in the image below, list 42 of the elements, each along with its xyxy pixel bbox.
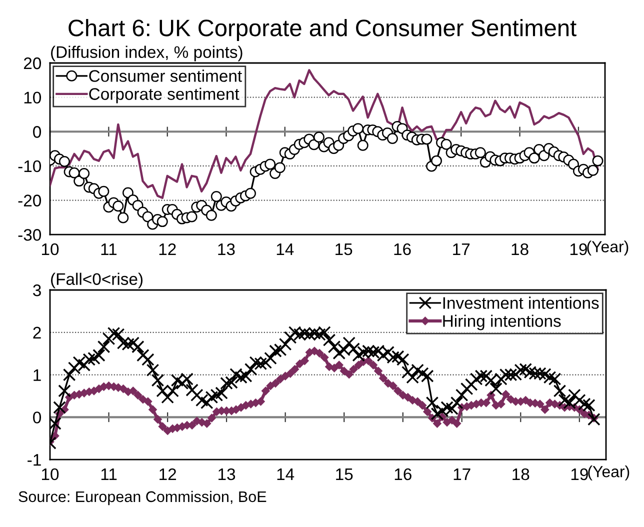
y-tick-label: 20	[24, 57, 42, 70]
legend-label: Consumer sentiment	[89, 70, 242, 82]
y-tick-label: 10	[24, 92, 42, 104]
legend-label: Investment intentions	[443, 296, 599, 309]
x-tick-label: 17	[453, 244, 470, 256]
x-tick-label: 12	[160, 468, 176, 480]
x-axis-title: (Year)	[587, 240, 628, 256]
y-tick-label: -10	[18, 160, 42, 172]
y-tick-label: -1	[28, 454, 41, 466]
x-tick-label: 11	[101, 244, 117, 256]
y-tick-label: 2	[33, 326, 41, 338]
x-tick-label: 16	[394, 243, 411, 256]
x-tick-label: 14	[276, 244, 294, 256]
y-tick-label: -20	[18, 194, 42, 206]
line-series	[50, 69, 599, 199]
x-tick-label: 18	[512, 243, 528, 256]
x-tick-label: 11	[101, 468, 117, 480]
x-tick-label: 16	[394, 468, 412, 480]
chart-title: Chart 6: UK Corporate and Consumer Sentiment	[68, 18, 576, 42]
y-tick-label: 1	[34, 369, 41, 381]
legend-label: Corporate sentiment	[89, 88, 240, 104]
x-tick-label: 14	[277, 468, 294, 480]
x-tick-label: 10	[42, 468, 59, 480]
y-tick-label: 0	[33, 126, 42, 138]
y-tick-label: 0	[33, 412, 42, 424]
x-tick-label: 19	[571, 468, 588, 480]
legend-label: Hiring intentions	[443, 314, 561, 330]
x-tick-label: 13	[218, 468, 236, 480]
y-axis-title: (Fall<0<rise)	[51, 272, 143, 288]
x-tick-label: 19	[570, 243, 587, 256]
x-tick-label: 15	[336, 468, 353, 480]
x-tick-label: 15	[336, 244, 352, 256]
x-tick-label: 13	[218, 243, 235, 256]
x-axis-title: (Year)	[588, 466, 630, 480]
y-tick-label: 3	[33, 284, 41, 296]
y-axis-title: (Diffusion index, % points)	[51, 46, 242, 62]
x-tick-label: 18	[512, 468, 530, 480]
x-tick-label: 12	[159, 243, 176, 256]
source-note: Source: European Commission, BoE	[18, 490, 266, 506]
y-tick-label: -30	[18, 229, 42, 241]
x-tick-label: 17	[454, 468, 470, 480]
x-tick-label: 10	[42, 243, 59, 256]
